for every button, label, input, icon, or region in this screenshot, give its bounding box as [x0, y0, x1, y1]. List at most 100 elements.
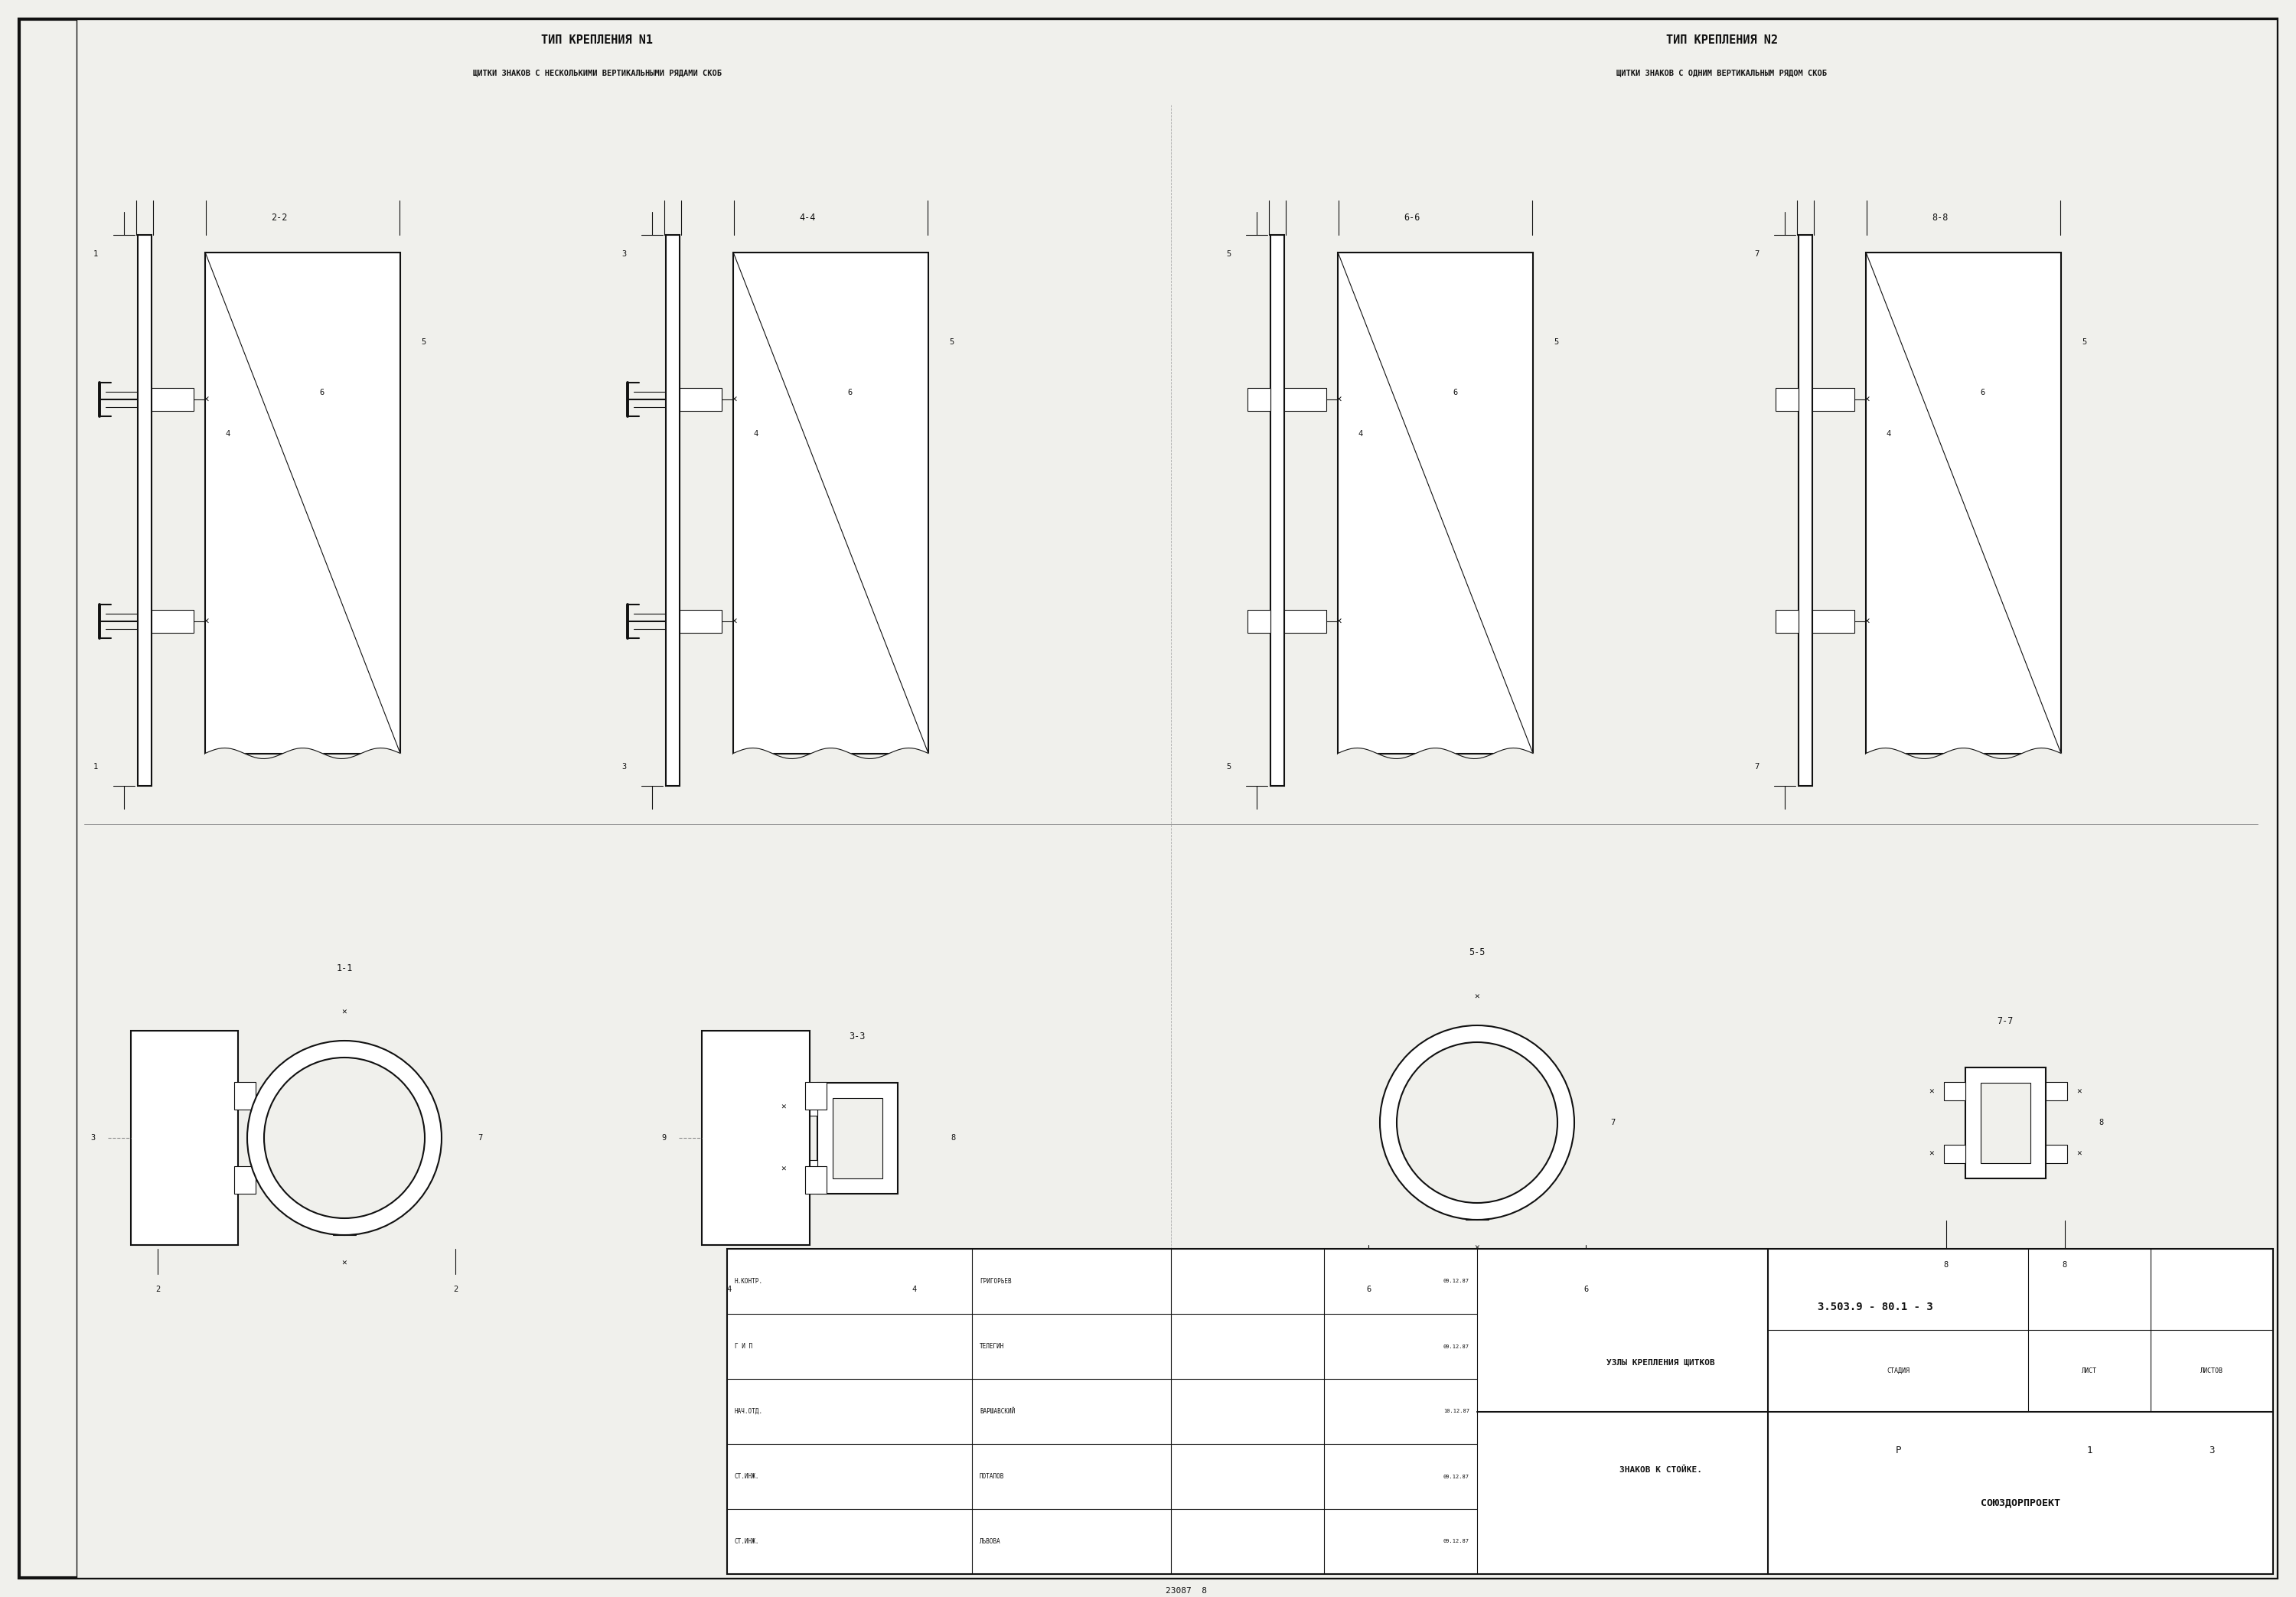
Text: 8: 8 — [2099, 1119, 2103, 1126]
Text: 1: 1 — [94, 251, 99, 257]
Text: 3: 3 — [2209, 1445, 2216, 1455]
Bar — [680, 610, 721, 632]
Text: 5: 5 — [1226, 251, 1231, 257]
Text: 4: 4 — [912, 1286, 916, 1294]
Text: ✕: ✕ — [1864, 394, 1869, 404]
Text: 5-5: 5-5 — [1469, 947, 1486, 958]
Circle shape — [264, 1057, 425, 1219]
Text: СОЮЗДОРПРОЕКТ: СОЮЗДОРПРОЕКТ — [1981, 1498, 2060, 1508]
Text: ✕: ✕ — [2076, 1150, 2082, 1158]
Bar — [131, 1030, 239, 1246]
Bar — [1942, 1145, 1965, 1163]
Text: 2: 2 — [452, 1286, 457, 1294]
Text: 4: 4 — [225, 430, 230, 438]
Bar — [1942, 1083, 1965, 1100]
Bar — [234, 1166, 255, 1193]
Text: 10.12.87: 10.12.87 — [1444, 1409, 1469, 1413]
Bar — [817, 1083, 898, 1193]
Text: 7: 7 — [1754, 251, 1759, 257]
Text: ЛИСТ: ЛИСТ — [2082, 1367, 2096, 1375]
Text: 5: 5 — [948, 339, 953, 347]
Bar — [680, 388, 721, 410]
Text: ✕: ✕ — [1474, 993, 1479, 1001]
Bar — [1867, 252, 2062, 754]
Bar — [152, 388, 193, 410]
Text: 5: 5 — [1226, 763, 1231, 771]
Text: 8: 8 — [951, 1134, 955, 1142]
Text: ЩИТКИ ЗНАКОВ С ОДНИМ ВЕРТИКАЛЬНЫМ РЯДОМ СКОБ: ЩИТКИ ЗНАКОВ С ОДНИМ ВЕРТИКАЛЬНЫМ РЯДОМ … — [1616, 69, 1828, 77]
Text: ТИП КРЕПЛЕНИЯ N1: ТИП КРЕПЛЕНИЯ N1 — [542, 34, 652, 46]
Text: ✕: ✕ — [1864, 616, 1869, 626]
Text: ✕: ✕ — [1336, 394, 1341, 404]
Text: 5: 5 — [420, 339, 425, 347]
Bar — [666, 235, 680, 786]
Text: УЗЛЫ КРЕПЛЕНИЯ ЩИТКОВ: УЗЛЫ КРЕПЛЕНИЯ ЩИТКОВ — [1607, 1359, 1715, 1367]
Text: ✕: ✕ — [1929, 1150, 1933, 1158]
Bar — [1812, 388, 1855, 410]
Text: ВАРШАВСКИЙ: ВАРШАВСКИЙ — [980, 1409, 1015, 1415]
Text: 1: 1 — [2087, 1445, 2092, 1455]
Bar — [1283, 610, 1327, 632]
Bar — [1339, 252, 1534, 754]
Text: 4: 4 — [1359, 430, 1364, 438]
Text: 7: 7 — [1609, 1119, 1614, 1126]
Bar — [1775, 610, 1798, 632]
Text: ✕: ✕ — [2076, 1088, 2082, 1096]
Text: 6: 6 — [1366, 1286, 1371, 1294]
Bar — [333, 1215, 356, 1234]
Text: 4: 4 — [726, 1286, 732, 1294]
Text: 09.12.87: 09.12.87 — [1444, 1540, 1469, 1544]
Text: ✕: ✕ — [781, 1104, 785, 1110]
Text: 3: 3 — [90, 1134, 94, 1142]
Bar — [728, 1249, 2273, 1575]
Bar — [152, 610, 193, 632]
Text: ✕: ✕ — [730, 616, 737, 626]
Bar — [1798, 235, 1812, 786]
Text: 3-3: 3-3 — [850, 1032, 866, 1041]
Text: 4: 4 — [753, 430, 758, 438]
Bar — [1247, 610, 1270, 632]
Bar — [234, 1083, 255, 1110]
Text: 6-6: 6-6 — [1403, 212, 1421, 222]
Text: Г И П: Г И П — [735, 1343, 753, 1349]
Bar — [204, 252, 400, 754]
Text: 5: 5 — [2082, 339, 2087, 347]
Text: 09.12.87: 09.12.87 — [1444, 1279, 1469, 1284]
Text: 6: 6 — [319, 388, 324, 396]
Bar — [333, 1041, 356, 1060]
Text: 4-4: 4-4 — [799, 212, 815, 222]
Text: ✕: ✕ — [1474, 1244, 1479, 1252]
Circle shape — [1396, 1043, 1557, 1203]
Text: ✕: ✕ — [1336, 616, 1341, 626]
Text: Н.КОНТР.: Н.КОНТР. — [735, 1278, 762, 1286]
Text: ПОТАПОВ: ПОТАПОВ — [980, 1472, 1003, 1480]
Text: ЩИТКИ ЗНАКОВ С НЕСКОЛЬКИМИ ВЕРТИКАЛЬНЫМИ РЯДАМИ СКОБ: ЩИТКИ ЗНАКОВ С НЕСКОЛЬКИМИ ВЕРТИКАЛЬНЫМИ… — [473, 69, 721, 77]
Text: 6: 6 — [1453, 388, 1458, 396]
Bar — [732, 252, 928, 754]
Text: ТИП КРЕПЛЕНИЯ N2: ТИП КРЕПЛЕНИЯ N2 — [1667, 34, 1777, 46]
Text: ✕: ✕ — [202, 616, 209, 626]
Bar — [1775, 388, 1798, 410]
Text: ✕: ✕ — [342, 1260, 347, 1266]
Text: 8: 8 — [2062, 1260, 2066, 1268]
Bar — [1465, 1025, 1488, 1044]
Bar — [831, 1097, 882, 1179]
Text: ЛЬВОВА: ЛЬВОВА — [980, 1538, 1001, 1544]
Text: 1: 1 — [94, 763, 99, 771]
Bar — [1979, 1083, 2030, 1163]
Text: ✕: ✕ — [342, 1009, 347, 1016]
Bar — [1270, 235, 1283, 786]
Bar — [806, 1166, 827, 1193]
Text: 8: 8 — [1942, 1260, 1949, 1268]
Text: ГРИГОРЬЕВ: ГРИГОРЬЕВ — [980, 1278, 1013, 1286]
Bar — [1465, 1201, 1488, 1220]
Text: СТАДИЯ: СТАДИЯ — [1887, 1367, 1910, 1375]
Text: 2: 2 — [156, 1286, 161, 1294]
Text: ✕: ✕ — [730, 394, 737, 404]
Bar — [2046, 1145, 2066, 1163]
Bar — [703, 1030, 808, 1246]
Text: ТЕЛЕГИН: ТЕЛЕГИН — [980, 1343, 1003, 1349]
Text: ЛИСТОВ: ЛИСТОВ — [2200, 1367, 2223, 1375]
Text: ✕: ✕ — [781, 1166, 785, 1172]
Text: 6: 6 — [1584, 1286, 1589, 1294]
